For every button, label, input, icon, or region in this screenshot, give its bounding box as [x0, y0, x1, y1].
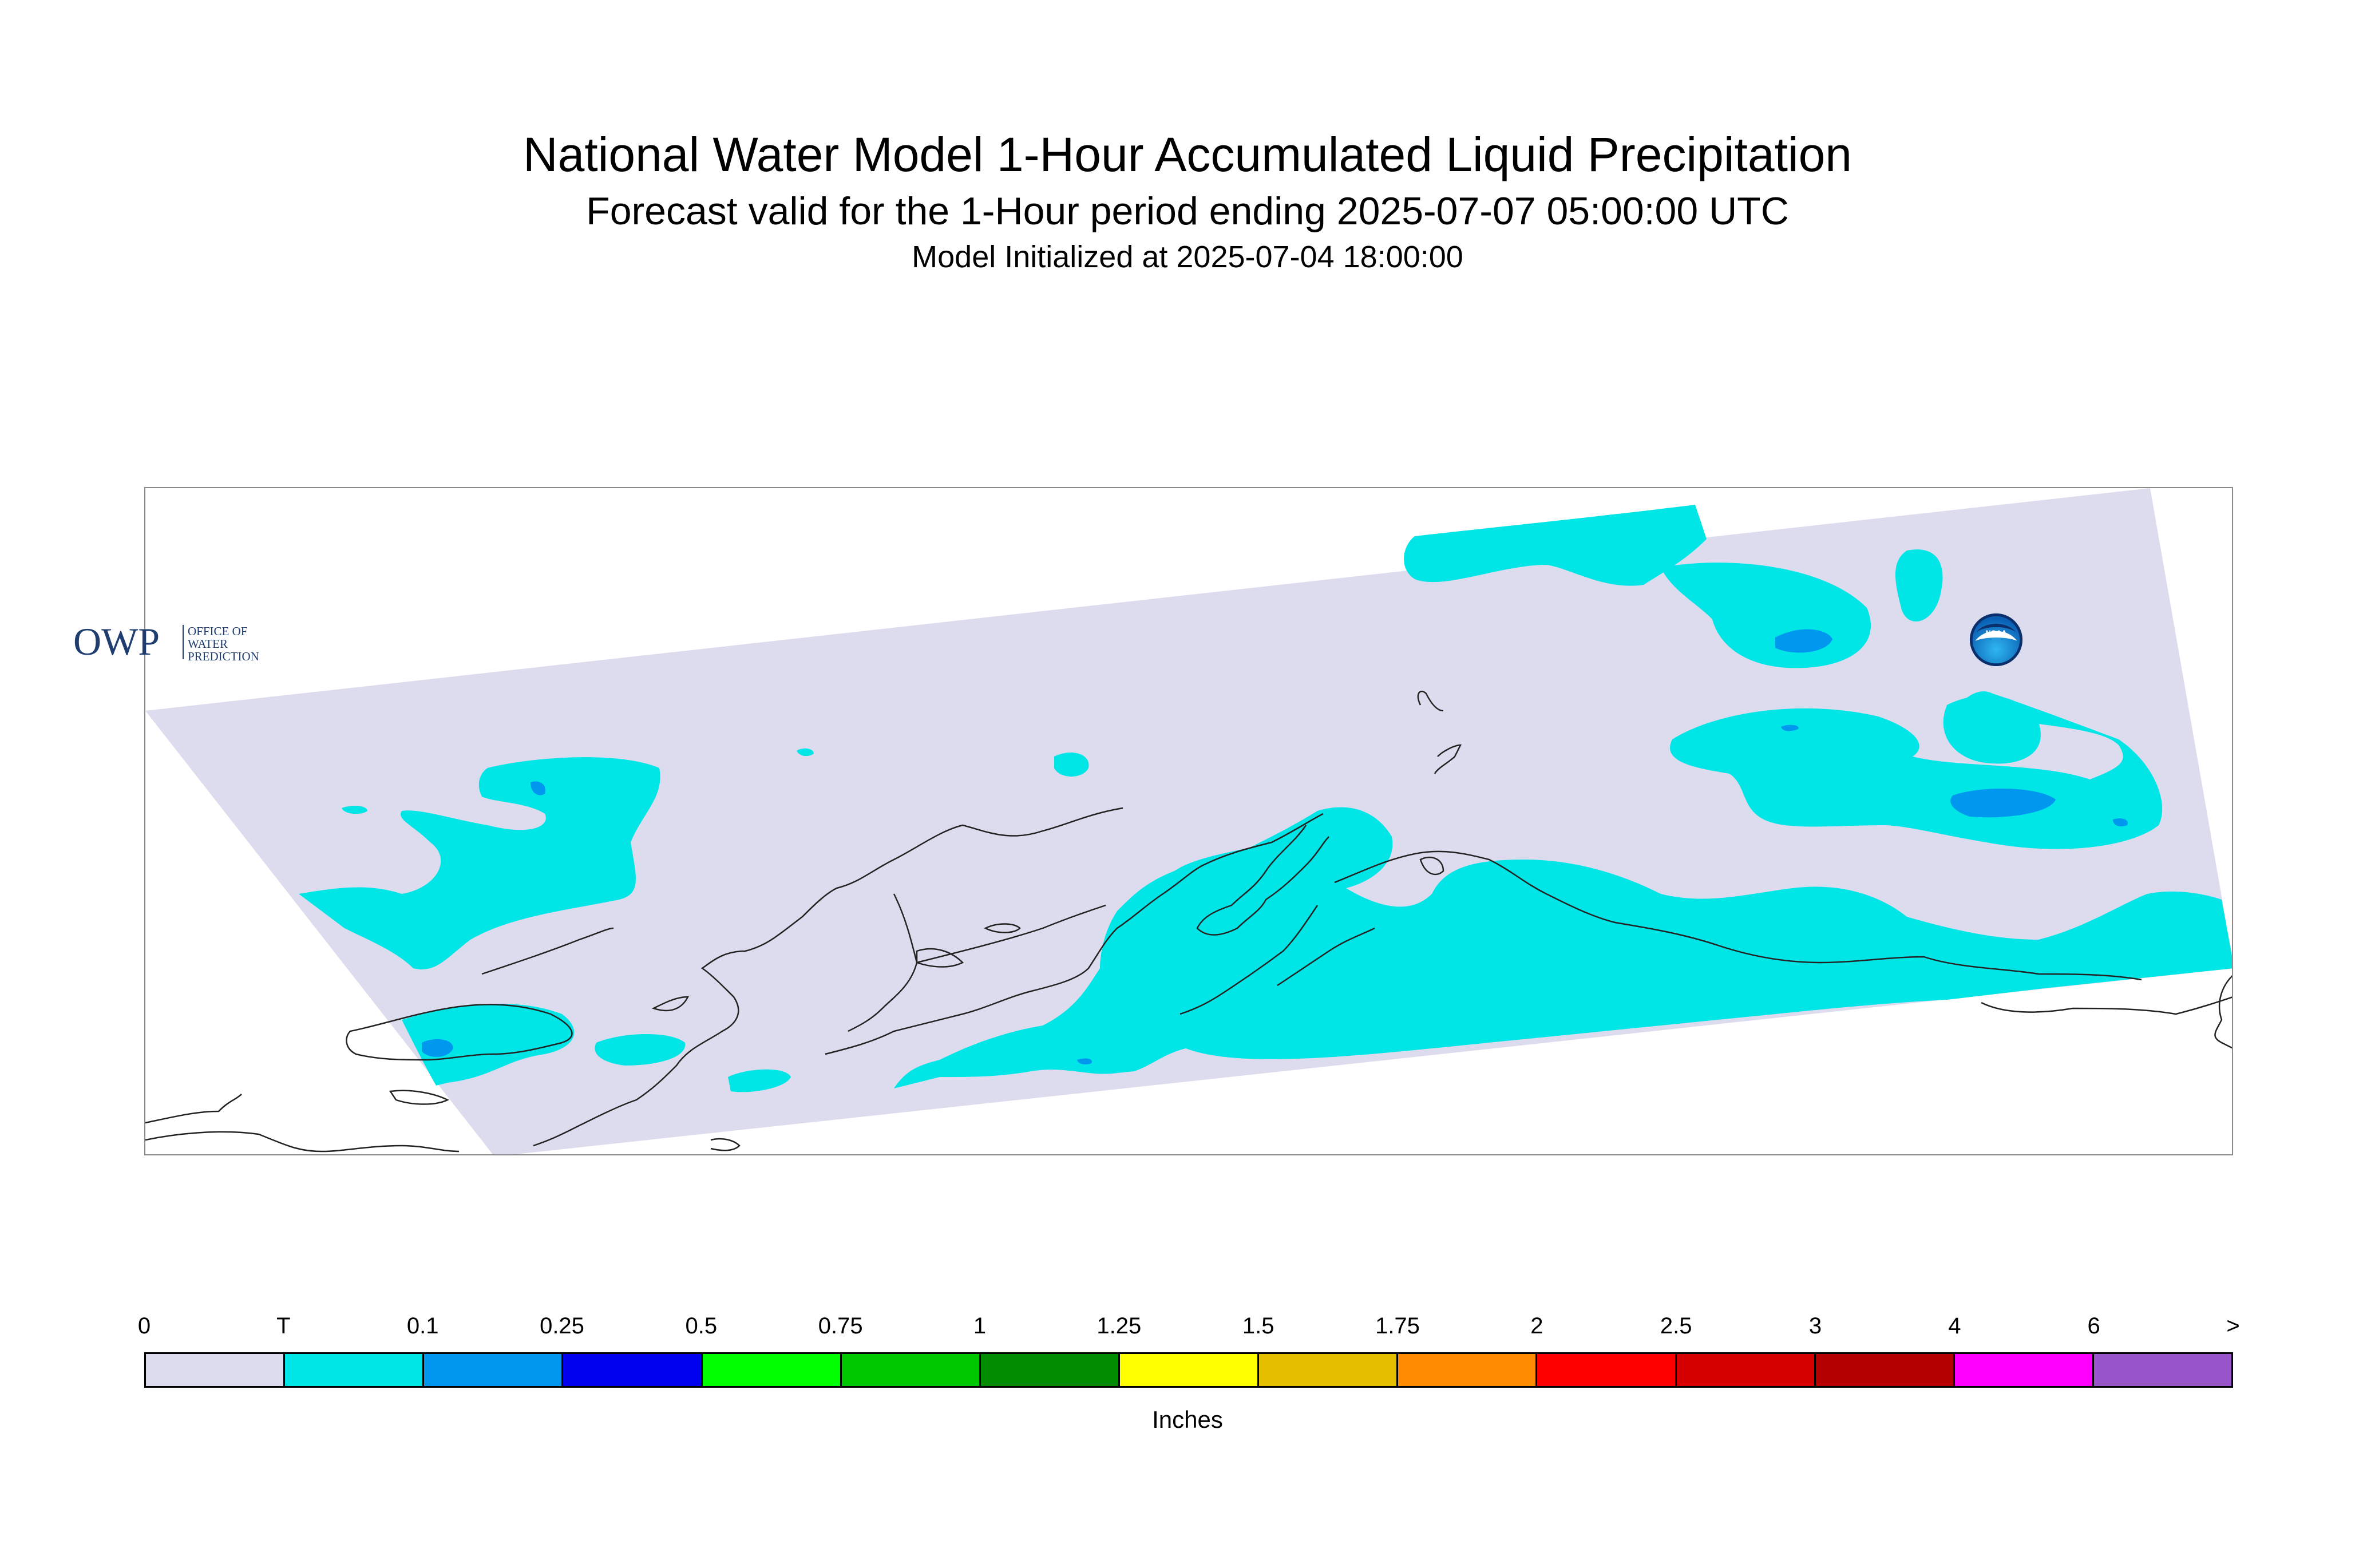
coastline: [2214, 975, 2232, 1049]
coastline: [533, 807, 1123, 1147]
precip-area: [2113, 818, 2128, 826]
colorbar-segment: [1398, 1354, 1538, 1386]
colorbar-segment: [1259, 1354, 1399, 1386]
precip-area: [1950, 788, 2056, 818]
precip-area: [402, 1003, 575, 1086]
model-init-line: Model Initialized at 2025-07-04 18:00:00: [912, 240, 1463, 274]
coastline: [481, 927, 614, 975]
precip-area: [1077, 1058, 1092, 1064]
precip-area: [299, 757, 660, 969]
coastline: [984, 923, 1021, 933]
precip-area: [531, 781, 545, 795]
colorbar-tick-label: 0.5: [685, 1313, 718, 1339]
colorbar-tick-label: 0.1: [406, 1313, 439, 1339]
colorbar-segment: [2093, 1354, 2232, 1386]
colorbar-tick-label: 0: [137, 1313, 151, 1339]
coastline: [1419, 856, 1444, 876]
precip-area: [1054, 752, 1089, 777]
colorbar-tick-label: 4: [1948, 1313, 1961, 1339]
coastline: [710, 1138, 741, 1151]
colorbar-tick-label: 1: [973, 1313, 987, 1339]
colorbar-tick-label: 1.25: [1097, 1313, 1142, 1339]
owp-text-line: OFFICE OF: [188, 624, 247, 638]
colorbar-segment: [424, 1354, 564, 1386]
svg-text:NOAA: NOAA: [1986, 629, 2007, 637]
precip-area: [1895, 549, 1943, 621]
colorbar-tick-label: 3: [1808, 1313, 1822, 1339]
units-label: Inches: [1152, 1406, 1223, 1433]
precip-area: [728, 1069, 791, 1092]
colorbar-segment: [285, 1354, 425, 1386]
coastline: [1981, 996, 2232, 1015]
noaa-logo-icon: NOAA: [1969, 613, 2023, 667]
colorbar-segment: [980, 1354, 1120, 1386]
owp-text-line: WATER: [188, 637, 228, 651]
precip-area: [342, 806, 367, 814]
colorbar-segment: [1954, 1354, 2094, 1386]
colorbar-segment: [702, 1354, 842, 1386]
owp-logo: OWP OFFICE OF WATER PREDICTION: [73, 620, 259, 663]
coastline: [651, 996, 690, 1012]
coastline: [1434, 744, 1462, 774]
precip-area: [1781, 724, 1799, 731]
colorbar-segment: [1119, 1354, 1260, 1386]
colorbar-tick-label: >: [2226, 1313, 2240, 1339]
colorbar: [144, 1352, 2233, 1388]
colorbar-tick-label: 6: [2087, 1313, 2100, 1339]
coastline: [1179, 905, 1375, 1015]
precip-area: [797, 748, 814, 757]
coastline: [1334, 850, 2142, 981]
colorbar-tick-label: 0.25: [540, 1313, 584, 1339]
colorbar-tick-label: 0.75: [818, 1313, 863, 1339]
colorbar-tick-label: 1.75: [1375, 1313, 1420, 1339]
colorbar-tick-label: 2.5: [1660, 1313, 1692, 1339]
coastlines: [145, 690, 2232, 1153]
map-title: National Water Model 1-Hour Accumulated …: [522, 128, 1852, 181]
precip-area: [1404, 505, 1707, 586]
coastline: [1417, 690, 1444, 712]
precip-area: [894, 807, 2232, 1088]
coastline: [145, 1094, 460, 1153]
colorbar-segment: [841, 1354, 981, 1386]
colorbar-tick-label: T: [276, 1313, 291, 1339]
precip-map: [145, 488, 2232, 1154]
coastline: [825, 813, 1324, 1055]
colorbar-segment: [563, 1354, 703, 1386]
colorbar-segment: [1676, 1354, 1816, 1386]
trace-precip-areas: [299, 505, 2232, 1092]
precip-area: [1943, 695, 2041, 764]
precip-area: [1775, 629, 1832, 653]
coastline: [346, 1004, 573, 1061]
precip-area: [422, 1039, 453, 1057]
light-precip-areas: [422, 629, 2128, 1064]
coastline: [916, 904, 1106, 964]
colorbar-segment: [1537, 1354, 1677, 1386]
coastline: [389, 1090, 449, 1105]
map-subtitle: Forecast valid for the 1-Hour period end…: [586, 189, 1789, 233]
owp-mark: OWP: [73, 620, 160, 663]
colorbar-segment: [146, 1354, 286, 1386]
coastline: [1196, 825, 1329, 936]
map-panel: [144, 487, 2233, 1155]
precip-area: [595, 1034, 686, 1066]
owp-text-line: PREDICTION: [188, 650, 259, 663]
colorbar-tick-label: 2: [1530, 1313, 1543, 1339]
colorbar-tick-label: 1.5: [1242, 1313, 1274, 1339]
colorbar-segment: [1815, 1354, 1955, 1386]
coastline: [848, 893, 918, 1032]
coastline: [916, 948, 964, 968]
